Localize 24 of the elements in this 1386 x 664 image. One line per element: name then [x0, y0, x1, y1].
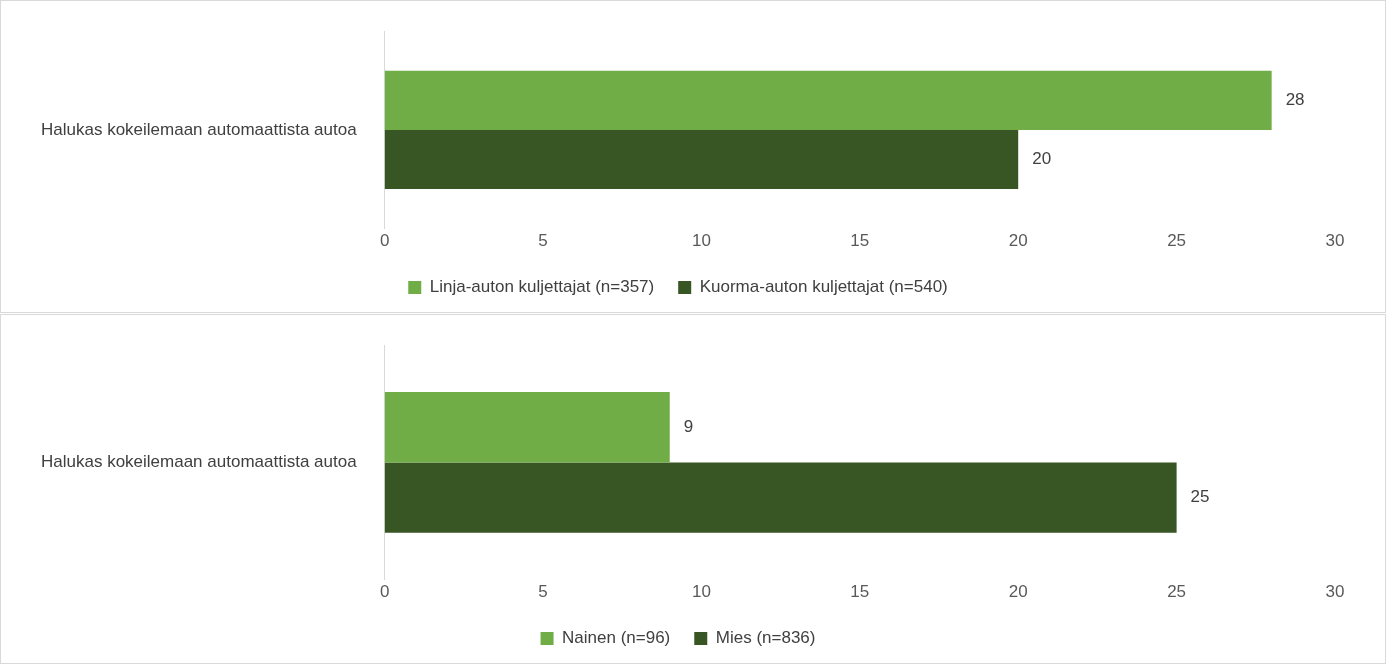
legend-label: Nainen (n=96)	[562, 628, 671, 648]
x-tick-label: 10	[691, 231, 711, 251]
x-tick-label: 25	[1167, 231, 1187, 251]
x-tick-label: 0	[379, 582, 390, 602]
data-label: 20	[1032, 149, 1052, 169]
legend-label: Mies (n=836)	[715, 628, 816, 648]
y-tick-label: Halukas kokeilemaan automaattista autoa	[40, 452, 358, 472]
legend-label: Linja-auton kuljettajat (n=357)	[429, 277, 655, 297]
x-tick-label: 30	[1325, 231, 1345, 251]
x-tick-label: 20	[1008, 231, 1028, 251]
x-tick-label: 5	[538, 231, 548, 251]
x-tick-label: 30	[1325, 582, 1345, 602]
legend-label: Kuorma-auton kuljettajat (n=540)	[699, 277, 948, 297]
data-label: 28	[1285, 89, 1305, 109]
x-tick-label: 5	[538, 582, 548, 602]
x-tick-label: 15	[850, 582, 870, 602]
x-tick-label: 10	[691, 582, 711, 602]
x-tick-label: 20	[1008, 582, 1028, 602]
x-tick-label: 15	[850, 231, 870, 251]
x-tick-label: 25	[1167, 582, 1187, 602]
x-tick-label: 0	[379, 231, 390, 251]
y-tick-label: Halukas kokeilemaan automaattista autoa	[40, 119, 358, 139]
data-label: 25	[1190, 487, 1210, 507]
data-label: 9	[683, 416, 694, 436]
